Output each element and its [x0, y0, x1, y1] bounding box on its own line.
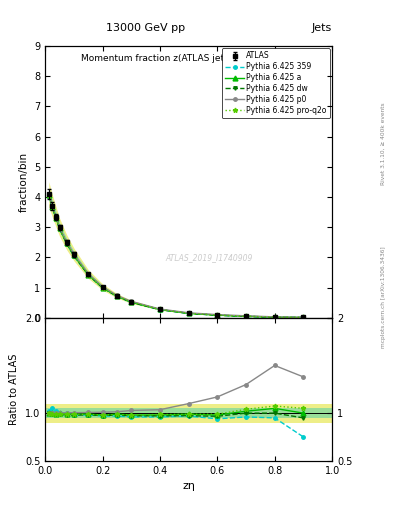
Bar: [45, 409, 332, 418]
Pythia 6.425 a: [215, 312, 220, 318]
Pythia 6.425 359: [158, 307, 162, 313]
Pythia 6.425 pro-q2o: [129, 299, 134, 305]
Pythia 6.425 dw: [50, 204, 55, 210]
Pythia 6.425 a: [272, 314, 277, 320]
X-axis label: zη: zη: [182, 481, 195, 491]
Pythia 6.425 pro-q2o: [72, 252, 76, 259]
Legend: ATLAS, Pythia 6.425 359, Pythia 6.425 a, Pythia 6.425 dw, Pythia 6.425 p0, Pythi: ATLAS, Pythia 6.425 359, Pythia 6.425 a,…: [222, 48, 330, 118]
Pythia 6.425 359: [115, 293, 119, 300]
Pythia 6.425 a: [53, 215, 58, 221]
Pythia 6.425 p0: [244, 313, 248, 319]
Pythia 6.425 p0: [53, 214, 58, 220]
Text: mcplots.cern.ch [arXiv:1306.3436]: mcplots.cern.ch [arXiv:1306.3436]: [381, 246, 386, 348]
Pythia 6.425 359: [301, 314, 306, 321]
Text: Jets: Jets: [312, 23, 332, 33]
Pythia 6.425 359: [53, 215, 58, 221]
Pythia 6.425 a: [50, 204, 55, 210]
Bar: [45, 403, 332, 423]
Pythia 6.425 pro-q2o: [64, 240, 69, 246]
Pythia 6.425 a: [301, 314, 306, 321]
Y-axis label: fraction/bin: fraction/bin: [18, 152, 29, 212]
Pythia 6.425 359: [272, 314, 277, 321]
Text: ATLAS_2019_I1740909: ATLAS_2019_I1740909: [165, 253, 252, 263]
Line: Pythia 6.425 359: Pythia 6.425 359: [47, 194, 305, 319]
Pythia 6.425 359: [129, 300, 134, 306]
Pythia 6.425 pro-q2o: [301, 314, 306, 321]
Pythia 6.425 a: [186, 310, 191, 316]
Pythia 6.425 p0: [301, 314, 306, 321]
Line: Pythia 6.425 dw: Pythia 6.425 dw: [47, 193, 305, 319]
Pythia 6.425 pro-q2o: [46, 191, 51, 198]
Text: 13000 GeV pp: 13000 GeV pp: [106, 23, 185, 33]
Pythia 6.425 a: [244, 313, 248, 319]
Text: Rivet 3.1.10, ≥ 400k events: Rivet 3.1.10, ≥ 400k events: [381, 102, 386, 185]
Text: Momentum fraction z(ATLAS jet fragmentation): Momentum fraction z(ATLAS jet fragmentat…: [81, 54, 296, 63]
Pythia 6.425 359: [50, 204, 55, 210]
Pythia 6.425 359: [244, 313, 248, 319]
Line: Pythia 6.425 pro-q2o: Pythia 6.425 pro-q2o: [46, 192, 306, 320]
Pythia 6.425 dw: [272, 314, 277, 321]
Line: Pythia 6.425 a: Pythia 6.425 a: [46, 192, 306, 320]
Pythia 6.425 p0: [50, 203, 55, 209]
Pythia 6.425 dw: [115, 293, 119, 300]
Y-axis label: Ratio to ATLAS: Ratio to ATLAS: [9, 354, 19, 425]
Pythia 6.425 359: [72, 253, 76, 259]
Pythia 6.425 a: [100, 285, 105, 291]
Pythia 6.425 pro-q2o: [57, 225, 62, 231]
Pythia 6.425 pro-q2o: [100, 285, 105, 291]
Pythia 6.425 dw: [215, 312, 220, 318]
Pythia 6.425 a: [158, 306, 162, 312]
Pythia 6.425 a: [86, 271, 90, 278]
Pythia 6.425 359: [86, 272, 90, 278]
Pythia 6.425 dw: [72, 252, 76, 259]
Pythia 6.425 dw: [86, 272, 90, 278]
Pythia 6.425 p0: [46, 191, 51, 197]
Pythia 6.425 p0: [64, 239, 69, 245]
Pythia 6.425 pro-q2o: [186, 310, 191, 316]
Pythia 6.425 p0: [129, 298, 134, 305]
Pythia 6.425 a: [57, 225, 62, 231]
Pythia 6.425 dw: [301, 314, 306, 321]
Pythia 6.425 p0: [272, 314, 277, 320]
Pythia 6.425 p0: [115, 292, 119, 298]
Pythia 6.425 dw: [64, 241, 69, 247]
Pythia 6.425 pro-q2o: [86, 271, 90, 278]
Pythia 6.425 pro-q2o: [50, 204, 55, 210]
Pythia 6.425 359: [46, 193, 51, 199]
Pythia 6.425 p0: [215, 311, 220, 317]
Pythia 6.425 pro-q2o: [158, 306, 162, 312]
Pythia 6.425 p0: [186, 310, 191, 316]
Pythia 6.425 dw: [129, 299, 134, 305]
Pythia 6.425 359: [215, 312, 220, 318]
Pythia 6.425 dw: [100, 285, 105, 291]
Pythia 6.425 p0: [72, 251, 76, 257]
Pythia 6.425 pro-q2o: [272, 314, 277, 320]
Pythia 6.425 a: [46, 191, 51, 198]
Pythia 6.425 dw: [57, 225, 62, 231]
Pythia 6.425 pro-q2o: [244, 313, 248, 319]
Pythia 6.425 a: [129, 299, 134, 305]
Pythia 6.425 p0: [86, 271, 90, 277]
Pythia 6.425 a: [72, 252, 76, 259]
Pythia 6.425 359: [100, 285, 105, 291]
Pythia 6.425 p0: [100, 284, 105, 290]
Pythia 6.425 pro-q2o: [115, 293, 119, 299]
Pythia 6.425 p0: [158, 306, 162, 312]
Pythia 6.425 dw: [46, 192, 51, 198]
Pythia 6.425 359: [186, 310, 191, 316]
Pythia 6.425 pro-q2o: [53, 215, 58, 221]
Pythia 6.425 p0: [57, 224, 62, 230]
Pythia 6.425 a: [115, 293, 119, 299]
Pythia 6.425 359: [57, 226, 62, 232]
Line: Pythia 6.425 p0: Pythia 6.425 p0: [47, 193, 305, 319]
Pythia 6.425 dw: [158, 307, 162, 313]
Pythia 6.425 dw: [244, 313, 248, 319]
Pythia 6.425 359: [64, 241, 69, 247]
Pythia 6.425 a: [64, 240, 69, 246]
Pythia 6.425 dw: [53, 215, 58, 221]
Pythia 6.425 pro-q2o: [215, 312, 220, 318]
Pythia 6.425 dw: [186, 310, 191, 316]
